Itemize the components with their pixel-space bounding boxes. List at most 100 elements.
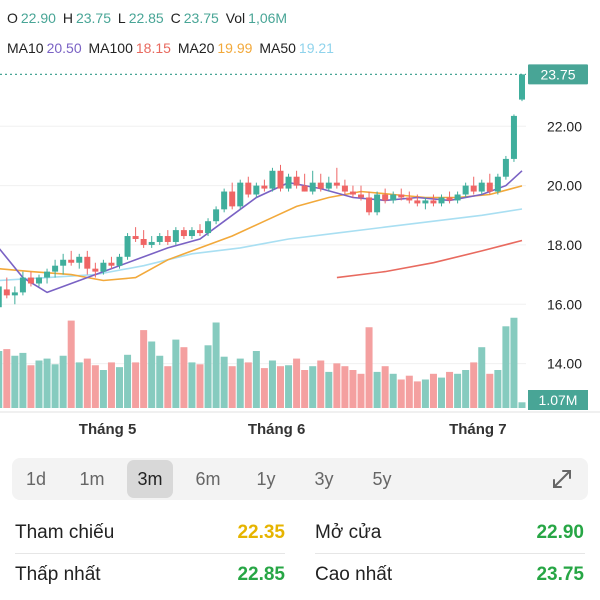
ma20-label: MA20 [177, 40, 215, 56]
candle [438, 194, 445, 207]
range-1m-button[interactable]: 1m [79, 469, 105, 489]
candle-body [52, 265, 59, 272]
candle [317, 173, 324, 192]
candle [374, 191, 381, 216]
open-price-label: Mở cửa [315, 522, 382, 543]
ma-readout: MA10 20.50 MA100 18.15 MA20 19.99 MA50 19.21 [7, 40, 337, 56]
candle-body [502, 158, 509, 177]
volume-bar [381, 366, 389, 408]
volume-bar [373, 371, 381, 408]
candle [519, 74, 525, 102]
volume-bar [204, 345, 212, 408]
volume-bar [3, 349, 11, 408]
range-1d-button[interactable]: 1d [25, 469, 47, 489]
candles [0, 74, 525, 308]
open-value: 22.90 [20, 10, 56, 26]
candle-body [510, 115, 517, 159]
candle-body [19, 277, 26, 293]
ma100-line [336, 239, 523, 279]
candle [502, 155, 509, 180]
candle [261, 179, 268, 192]
volume-bar [510, 317, 518, 408]
candle-body [494, 176, 501, 192]
ma20-line [0, 185, 523, 282]
candle [172, 227, 179, 245]
volume-bar [164, 366, 172, 408]
candle-body [269, 170, 276, 189]
high-price-value: 23.75 [536, 564, 584, 585]
range-3y-button[interactable]: 3y [314, 469, 334, 489]
candle-body [317, 182, 324, 189]
range-1y-button[interactable]: 1y [256, 469, 276, 489]
candle [494, 173, 501, 195]
candle-body [140, 239, 147, 245]
volume-bar [59, 355, 67, 408]
candle [221, 188, 228, 213]
candle [0, 286, 2, 308]
candle-body [358, 194, 364, 198]
candle-body [76, 256, 83, 263]
candle [213, 206, 220, 225]
volume-bar [446, 371, 454, 408]
candle-body [285, 176, 292, 189]
candle-body [341, 185, 348, 192]
candle [19, 271, 26, 296]
candle-body [325, 182, 332, 189]
volume-bar [172, 339, 180, 408]
volume-bar [51, 364, 59, 408]
candle-body [108, 262, 115, 266]
candle [406, 191, 413, 204]
candle-body [390, 194, 397, 201]
volume-bar [285, 365, 293, 408]
volume-bar [236, 358, 244, 408]
expand-icon[interactable] [550, 467, 574, 491]
range-3m-button[interactable]: 3m [127, 460, 173, 498]
low-price-label: Thấp nhất [15, 564, 101, 585]
candle-body [27, 277, 34, 284]
ma100-value: 18.15 [135, 40, 171, 56]
volume-bar [349, 370, 357, 408]
low-price-value: 22.85 [237, 564, 285, 585]
volume-bar [429, 373, 437, 408]
volume-bar [180, 347, 188, 408]
volume-bar [35, 360, 43, 408]
range-6m-button[interactable]: 6m [195, 469, 221, 489]
price-chart[interactable]: 22.00 20.00 18.00 16.00 14.00 23.75 1.07M Tháng… [0, 62, 600, 450]
candle-body [60, 259, 67, 266]
candle-body [132, 236, 139, 239]
candle [325, 176, 332, 192]
candle-body [293, 176, 300, 186]
candle-body [301, 185, 308, 192]
candle-body [366, 197, 373, 213]
low-value: 22.85 [128, 10, 164, 26]
volume-bar [244, 362, 252, 408]
volume-bar [11, 355, 19, 408]
candle [229, 182, 236, 210]
volume-bar [19, 352, 27, 408]
range-5y-button[interactable]: 5y [372, 469, 392, 489]
volume-bar [357, 373, 365, 408]
volume-bar [421, 379, 429, 408]
ma10-label: MA10 [7, 40, 44, 56]
candle-body [277, 170, 284, 189]
candle [358, 185, 364, 201]
candle [76, 253, 83, 269]
candle [293, 170, 300, 189]
candle [180, 227, 187, 239]
candle-body [124, 236, 131, 257]
candle [237, 179, 244, 210]
candle [486, 173, 493, 195]
volume-bar [228, 366, 236, 408]
volume-bar [27, 365, 35, 408]
reference-price-value: 22.35 [237, 522, 285, 543]
candle [245, 176, 252, 198]
candle [36, 274, 42, 287]
candle [140, 230, 147, 248]
divider [15, 553, 285, 554]
volume-bar [140, 330, 148, 408]
y-tick-label: 22.00 [547, 118, 582, 134]
candle [333, 167, 340, 189]
candle-body [0, 286, 2, 308]
candle [422, 197, 429, 210]
ma10-line [0, 170, 523, 294]
